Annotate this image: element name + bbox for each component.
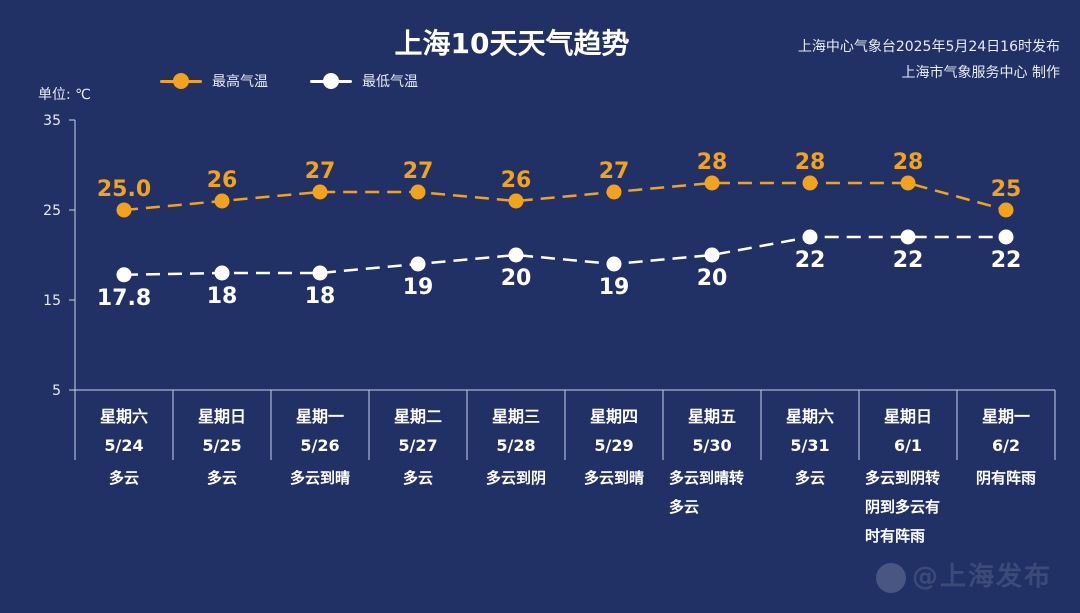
data-point-low <box>802 229 818 245</box>
data-point-low <box>410 256 426 272</box>
chart-title: 上海10天天气趋势 <box>394 27 630 60</box>
x-weekday-label: 星期六 <box>100 407 148 426</box>
data-point-high <box>410 184 426 200</box>
legend-label-high: 最高气温 <box>212 74 268 90</box>
x-weather-label: 时有阵雨 <box>865 527 925 545</box>
x-weather-label: 多云到晴 <box>584 469 644 487</box>
data-point-high <box>214 193 230 209</box>
data-label-low: 18 <box>305 284 336 309</box>
data-label-high: 25.0 <box>97 177 151 202</box>
data-point-high <box>802 175 818 191</box>
x-weather-label: 多云 <box>669 498 699 516</box>
data-label-low: 18 <box>207 284 238 309</box>
x-date-label: 5/30 <box>692 436 731 455</box>
y-tick-label: 15 <box>43 293 61 309</box>
data-label-high: 26 <box>207 168 238 193</box>
data-label-low: 22 <box>795 248 826 273</box>
x-weekday-label: 星期一 <box>296 407 344 426</box>
data-point-low <box>606 256 622 272</box>
y-tick-label: 25 <box>43 203 61 219</box>
data-point-high <box>116 202 132 218</box>
data-label-low: 22 <box>991 248 1022 273</box>
data-point-high <box>312 184 328 200</box>
data-label-high: 26 <box>501 168 532 193</box>
x-date-label: 6/2 <box>992 436 1020 455</box>
data-point-low <box>214 265 230 281</box>
x-weather-label: 多云到阴 <box>486 469 546 487</box>
data-point-low <box>704 247 720 263</box>
watermark-logo-icon <box>875 562 906 593</box>
data-label-high: 25 <box>991 177 1022 202</box>
data-point-low <box>312 265 328 281</box>
x-weekday-label: 星期三 <box>492 407 540 426</box>
data-label-low: 19 <box>599 275 630 300</box>
x-weather-label: 多云 <box>109 469 139 487</box>
x-date-label: 5/24 <box>104 436 143 455</box>
watermark: @上海发布 <box>875 556 1052 593</box>
x-date-label: 5/25 <box>202 436 241 455</box>
data-label-low: 17.8 <box>97 286 151 311</box>
x-weekday-label: 星期六 <box>786 407 834 426</box>
source-line-1: 上海中心气象台2025年5月24日16时发布 <box>797 39 1060 55</box>
x-weather-label: 阴有阵雨 <box>976 469 1036 487</box>
data-label-high: 27 <box>305 159 336 184</box>
x-weekday-label: 星期日 <box>884 407 932 426</box>
y-tick-label: 35 <box>43 113 61 129</box>
x-date-label: 5/26 <box>300 436 339 455</box>
x-weather-label: 多云 <box>795 469 825 487</box>
data-label-low: 19 <box>403 275 434 300</box>
data-point-high <box>998 202 1014 218</box>
data-label-high: 28 <box>893 150 924 175</box>
data-point-high <box>606 184 622 200</box>
data-label-low: 20 <box>501 266 532 291</box>
x-weather-label: 多云 <box>207 469 237 487</box>
x-weekday-label: 星期五 <box>688 407 736 426</box>
data-point-high <box>508 193 524 209</box>
data-label-high: 28 <box>795 150 826 175</box>
data-point-high <box>704 175 720 191</box>
source-info: 上海中心气象台2025年5月24日16时发布 上海市气象服务中心 制作 <box>798 34 1060 86</box>
data-point-low <box>900 229 916 245</box>
data-point-low <box>116 267 132 283</box>
x-weekday-label: 星期一 <box>982 407 1030 426</box>
x-weather-label: 多云到晴 <box>290 469 350 487</box>
x-date-label: 5/27 <box>398 436 437 455</box>
x-weekday-label: 星期二 <box>394 407 442 426</box>
data-point-high <box>900 175 916 191</box>
x-weekday-label: 星期四 <box>590 407 638 426</box>
x-weather-label: 多云到阴转 <box>865 469 940 487</box>
data-label-high: 28 <box>697 150 728 175</box>
legend-swatch-high <box>160 72 202 90</box>
legend-label-low: 最低气温 <box>362 74 418 90</box>
legend-item-high[interactable]: 最高气温 <box>160 72 268 90</box>
data-point-low <box>998 229 1014 245</box>
series-line-high <box>123 181 1007 212</box>
y-tick-label: 5 <box>52 383 61 399</box>
y-axis-unit-label: 单位: ℃ <box>38 87 91 103</box>
series-line-low <box>123 235 1006 277</box>
x-date-label: 5/31 <box>790 436 829 455</box>
source-line-2: 上海市气象服务中心 制作 <box>901 65 1060 81</box>
x-date-label: 5/28 <box>496 436 535 455</box>
data-label-low: 20 <box>697 266 728 291</box>
x-date-label: 6/1 <box>894 436 922 455</box>
data-label-high: 27 <box>599 159 630 184</box>
x-weather-label: 多云 <box>403 469 433 487</box>
legend-swatch-low <box>310 72 352 90</box>
legend-item-low[interactable]: 最低气温 <box>310 72 418 90</box>
x-weather-label: 阴到多云有 <box>865 498 940 516</box>
data-point-low <box>508 247 524 263</box>
data-label-high: 27 <box>403 159 434 184</box>
x-weather-label: 多云到晴转 <box>669 469 744 487</box>
x-date-label: 5/29 <box>594 436 633 455</box>
x-weekday-label: 星期日 <box>198 407 246 426</box>
data-label-low: 22 <box>893 248 924 273</box>
